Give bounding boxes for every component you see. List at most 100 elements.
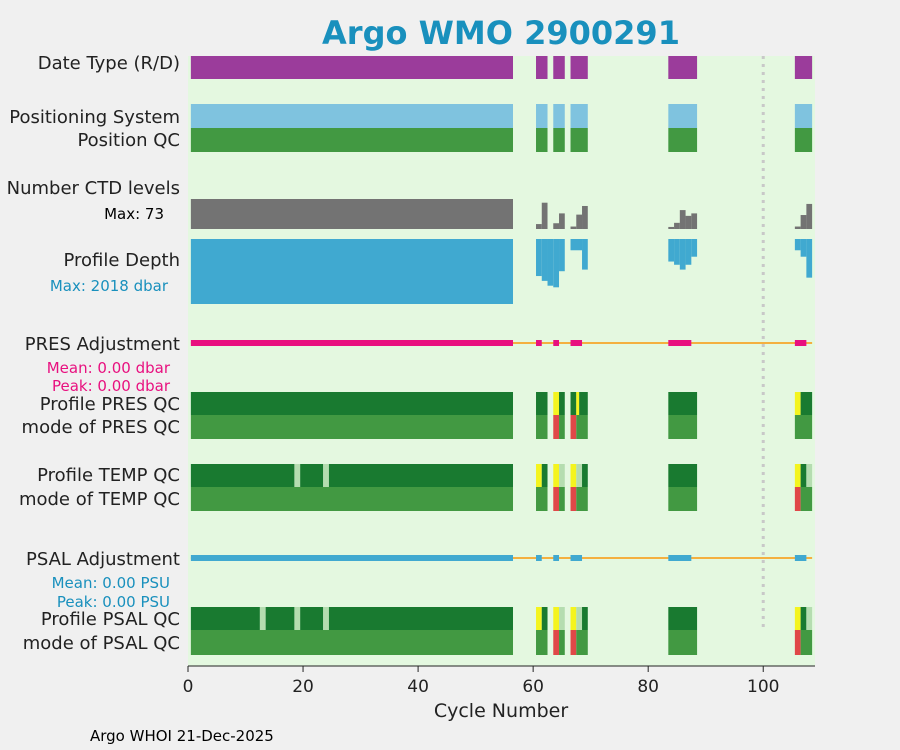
ctd-levels-bar <box>668 226 675 229</box>
profile-psal-qc-bar <box>794 607 801 630</box>
label-mode-pres-qc: mode of PRES QC <box>22 417 180 438</box>
date-type-bar <box>190 56 514 79</box>
depth-max-label: Max: 2018 dbar <box>50 277 169 295</box>
mode-temp-qc-bar <box>553 487 560 511</box>
position-qc-bar <box>536 128 548 152</box>
profile-depth-bar <box>559 239 565 272</box>
profile-temp-qc-bar <box>570 464 577 487</box>
position-qc-bar <box>668 128 698 152</box>
date-type-bar <box>794 56 813 79</box>
psal-adjustment-segment <box>668 555 692 561</box>
psal-adjustment-segment <box>553 555 560 561</box>
chart-title: Argo WMO 2900291 <box>322 14 680 52</box>
mode-psal-qc-bar <box>800 630 813 655</box>
profile-depth-bar <box>679 239 686 270</box>
label-profile-psal-qc: Profile PSAL QC <box>41 609 180 630</box>
mode-pres-qc-bar <box>559 415 565 439</box>
profile-temp-qc-bar <box>553 464 560 487</box>
x-axis-label: Cycle Number <box>434 700 568 722</box>
label-psal-adjustment: PSAL Adjustment <box>26 549 180 570</box>
profile-psal-qc-bar <box>259 607 266 630</box>
profile-temp-qc-bar <box>294 464 301 487</box>
profile-temp-qc-bar <box>800 464 807 487</box>
pres-adjustment-segment <box>668 340 692 346</box>
date-type-bar <box>668 56 698 79</box>
positioning-system-bar <box>536 104 548 128</box>
ctd-levels-bar <box>674 222 680 229</box>
plot-background <box>188 56 815 666</box>
profile-psal-qc-bar <box>190 607 260 630</box>
psal-mean-label: Mean: 0.00 PSU <box>52 574 170 592</box>
label-profile-pres-qc: Profile PRES QC <box>40 394 180 415</box>
profile-depth-bar <box>582 239 588 270</box>
profile-depth-bar <box>547 239 554 286</box>
psal-adjustment-segment <box>536 555 542 561</box>
mode-psal-qc-bar <box>536 630 548 655</box>
ctd-levels-bar <box>582 205 588 229</box>
mode-pres-qc-bar <box>576 415 588 439</box>
stat-labels: Max: 73 Max: 2018 dbar Mean: 0.00 dbar P… <box>47 205 171 611</box>
profile-psal-qc-bar <box>300 607 324 630</box>
x-tick-label: 100 <box>747 677 779 697</box>
mode-temp-qc-bar <box>559 487 565 511</box>
profile-psal-qc-bar <box>328 607 514 630</box>
mode-temp-qc-bar <box>536 487 548 511</box>
label-ctd-levels: Number CTD levels <box>7 178 180 199</box>
profile-psal-qc-bar <box>800 607 807 630</box>
psal-adjustment-segment <box>794 555 807 561</box>
date-type-bar <box>570 56 588 79</box>
profile-pres-qc-bar <box>570 392 577 415</box>
pres-peak-label: Peak: 0.00 dbar <box>52 377 171 395</box>
mode-psal-qc-bar <box>553 630 560 655</box>
profile-psal-qc-bar <box>582 607 588 630</box>
profile-psal-qc-bar <box>536 607 542 630</box>
profile-pres-qc-bar <box>536 392 548 415</box>
x-tick-label: 80 <box>637 677 659 697</box>
mode-psal-qc-bar <box>576 630 588 655</box>
x-tick-label: 20 <box>292 677 314 697</box>
positioning-system-bar <box>794 104 813 128</box>
profile-psal-qc-bar <box>323 607 329 630</box>
mode-temp-qc-bar <box>794 487 801 511</box>
mode-psal-qc-bar <box>190 630 514 655</box>
profile-pres-qc-bar <box>579 392 588 415</box>
mode-temp-qc-bar <box>190 487 514 511</box>
profile-psal-qc-bar <box>541 607 548 630</box>
profile-temp-qc-bar <box>668 464 698 487</box>
ctd-levels-bar <box>536 224 542 229</box>
profile-psal-qc-bar <box>668 607 698 630</box>
profile-temp-qc-bar <box>300 464 324 487</box>
profile-pres-qc-bar <box>553 392 560 415</box>
positioning-system-bar <box>190 104 514 128</box>
mode-pres-qc-bar <box>794 415 813 439</box>
profile-depth-bar <box>541 239 548 281</box>
mode-temp-qc-bar <box>800 487 813 511</box>
mode-pres-qc-bar <box>536 415 548 439</box>
profile-depth-bar <box>570 239 583 251</box>
profile-pres-qc-bar <box>190 392 514 415</box>
profile-temp-qc-bar <box>190 464 295 487</box>
profile-psal-qc-bar <box>576 607 583 630</box>
profile-temp-qc-bar <box>536 464 542 487</box>
position-qc-bar <box>190 128 514 152</box>
profile-depth-bar <box>536 239 542 277</box>
profile-depth-bar <box>668 239 675 262</box>
ctd-levels-bar <box>794 226 801 229</box>
label-profile-temp-qc: Profile TEMP QC <box>37 465 180 486</box>
positioning-system-bar <box>668 104 698 128</box>
psal-adjustment-segment <box>190 555 514 561</box>
position-qc-bar <box>553 128 565 152</box>
label-pres-adjustment: PRES Adjustment <box>25 334 180 355</box>
position-qc-bar <box>570 128 588 152</box>
pres-adjustment-segment <box>794 340 807 346</box>
ctd-levels-bar <box>806 203 813 229</box>
profile-pres-qc-bar <box>800 392 813 415</box>
psal-peak-label: Peak: 0.00 PSU <box>57 593 170 611</box>
profile-temp-qc-bar <box>541 464 548 487</box>
profile-temp-qc-bar <box>559 464 565 487</box>
profile-depth-bar <box>685 239 692 265</box>
profile-depth-bar <box>800 239 807 257</box>
pres-adjustment-segment <box>536 340 542 346</box>
profile-depth-bar <box>190 239 514 304</box>
